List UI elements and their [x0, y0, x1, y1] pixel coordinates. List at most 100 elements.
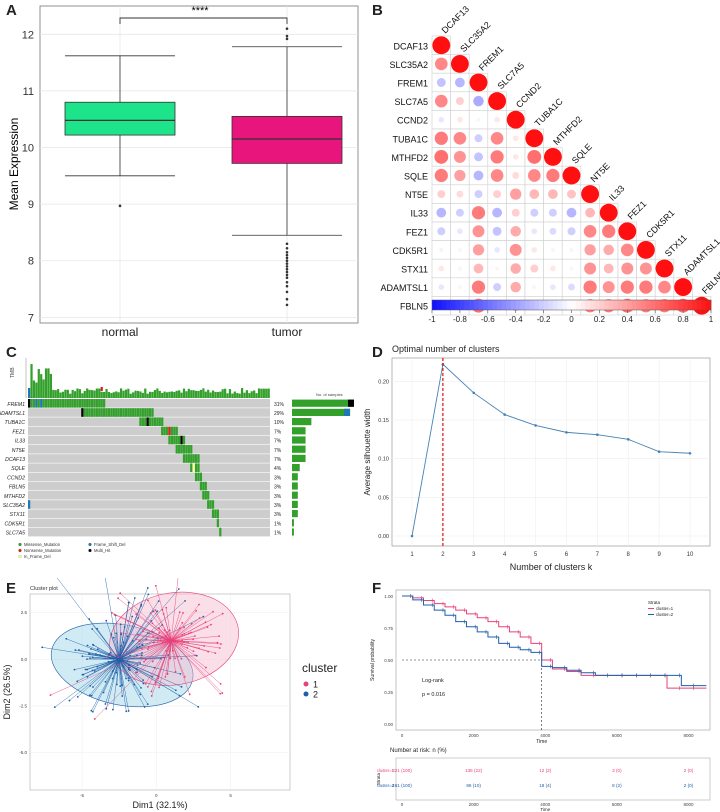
correlation-circle: [490, 169, 504, 182]
correlation-circle: [510, 188, 522, 200]
colorbar-segment: [608, 300, 614, 310]
cluster-1-point: [159, 639, 162, 642]
mutation-cell: [168, 426, 171, 436]
colorbar-segment: [631, 300, 637, 310]
tmb-bar: [69, 393, 72, 398]
panel-label-c: C: [6, 344, 17, 361]
outlier-point: [285, 290, 289, 294]
tmb-bar: [93, 390, 96, 398]
correlation-circle: [437, 227, 446, 236]
colorbar-segment: [659, 300, 665, 310]
cluster-1-point: [221, 612, 224, 615]
mutation-cell: [127, 408, 130, 417]
x-axis-label: Time: [536, 739, 547, 745]
correlation-heatmap: DCAF13DCAF13SLC35A2SLC35A2FREM1FREM1SLC7…: [380, 4, 720, 324]
mutation-cell: [216, 509, 219, 518]
mutation-cell: [90, 408, 94, 417]
tmb-bar: [98, 388, 101, 398]
cluster-2-point: [91, 710, 94, 713]
mutation-cell: [187, 445, 190, 454]
correlation-circle: [512, 154, 519, 160]
tmb-bar: [165, 392, 169, 398]
y-tick-label: -5.0: [19, 750, 27, 755]
cluster-2-point: [78, 649, 80, 651]
mutation-cell: [197, 454, 200, 463]
x-axis-label: Dim1 (32.1%): [132, 800, 187, 810]
mutation-cell: [73, 399, 77, 408]
cluster-1-ray: [170, 617, 200, 641]
cluster-1-ray: [147, 640, 172, 650]
sample-count-bar: [292, 418, 312, 426]
oncoplot-row-bg: [28, 426, 270, 436]
cluster-2-point: [92, 686, 94, 688]
cluster-2-point: [127, 710, 130, 712]
mutation-cell: [93, 399, 96, 408]
cluster-1-point: [178, 611, 181, 613]
cluster-2-point: [86, 658, 88, 660]
risk-x-tick-label: 8000: [684, 802, 695, 807]
row-gene-label: FEZ1: [406, 227, 428, 237]
mutation-cell: [170, 426, 173, 436]
cluster-2-point: [151, 675, 153, 678]
cluster-2-point: [88, 618, 91, 620]
cluster-1-point: [160, 636, 163, 638]
y-tick-label: 2.5: [21, 610, 28, 615]
cluster-2-point: [137, 617, 140, 619]
gene-label: STX11: [10, 512, 26, 518]
silhouette-point: [688, 451, 692, 455]
outlier-point: [285, 265, 289, 268]
cluster-2-point: [68, 699, 71, 702]
percentage-label: 3%: [274, 475, 282, 481]
colorbar-segment: [706, 300, 712, 310]
y-tick-label: 0.75: [384, 626, 393, 631]
mutation-cell: [37, 399, 40, 408]
correlation-circle: [494, 116, 500, 123]
cluster-1-point: [182, 611, 184, 614]
correlation-circle: [527, 169, 541, 182]
colorbar-segment: [650, 300, 656, 310]
mutation-cell: [117, 408, 120, 417]
diag-gene-label: CDK5R1: [644, 208, 676, 240]
tmb-bar: [54, 390, 57, 398]
cluster-1-point: [168, 629, 171, 632]
colorbar-tick-label: -0.4: [509, 315, 523, 324]
cluster-1-point: [106, 655, 108, 658]
tmb-bar: [115, 391, 118, 398]
tmb-bar: [231, 393, 234, 398]
correlation-circle: [584, 262, 597, 275]
outlier-point: [285, 273, 289, 277]
correlation-circle: [658, 280, 671, 294]
cluster-1-point: [192, 638, 195, 641]
tmb-bar: [151, 391, 154, 398]
correlation-circle: [490, 131, 504, 145]
mutation-cell: [112, 408, 115, 417]
cluster-1-ray: [158, 640, 172, 688]
cluster-1-point: [164, 675, 167, 678]
x-tick-label: 3: [472, 552, 476, 558]
y-tick-label: 0.10: [378, 457, 389, 463]
x-tick-label: 4000: [540, 733, 551, 738]
tmb-bar: [163, 391, 166, 398]
outlier-point: [285, 297, 289, 301]
cluster-2-ray: [106, 659, 120, 709]
cluster-1-ray: [170, 612, 181, 641]
mutation-cell: [178, 435, 181, 445]
outlier-point: [285, 250, 289, 254]
outlier-point: [285, 280, 289, 284]
panel-label-b: B: [372, 2, 383, 19]
cluster-1-point: [147, 599, 149, 602]
cluster-marks: Cluster plot -5 0 5 2.5 0.0 -2.5 -5.0 Dim1 (32.1…: [2, 578, 337, 810]
cluster-2-point: [184, 599, 186, 602]
diag-gene-label: ADAMTSL1: [681, 237, 720, 278]
correlation-circle: [456, 190, 464, 198]
mutation-cell: [209, 500, 212, 509]
cluster-2-ray: [118, 597, 136, 660]
cluster-2-point: [142, 679, 145, 682]
mutation-cell: [178, 445, 181, 454]
tmb-bar: [243, 392, 246, 398]
cluster-1-point: [188, 693, 191, 696]
risk-table-title: Number at risk: n (%): [390, 748, 447, 754]
legend-label: In_Frame_Del: [24, 554, 51, 559]
legend-swatch: [303, 691, 309, 697]
mutation-cell: [93, 408, 96, 417]
